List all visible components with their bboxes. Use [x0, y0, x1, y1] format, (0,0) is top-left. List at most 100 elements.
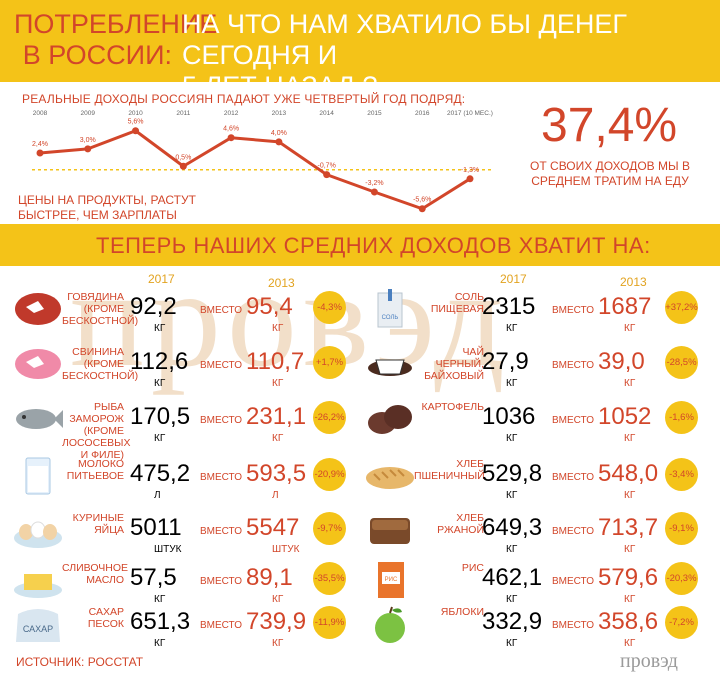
year-2017-right: 2017: [500, 272, 527, 286]
item-name: СВИНИНА (КРОМЕ БЕСКОСТНОЙ): [62, 346, 139, 382]
unit-2017: КГ: [506, 433, 518, 444]
vmesto-label: ВМЕСТО: [200, 360, 242, 371]
vmesto-label: ВМЕСТО: [200, 472, 242, 483]
rye-bread-icon: [364, 510, 416, 550]
chart-year-label: 2014: [319, 110, 334, 117]
butter-icon: [12, 560, 64, 600]
unit-2017: КГ: [154, 638, 166, 649]
svg-text:РИС: РИС: [385, 577, 398, 583]
pork-icon: [12, 344, 64, 384]
value-2017: 2315: [482, 293, 536, 320]
year-2017-left: 2017: [148, 272, 175, 286]
unit-2013: КГ: [272, 638, 284, 649]
item-name: КУРИНЫЕ ЯЙЦА: [72, 512, 124, 536]
chart-year-label: 2008: [33, 110, 48, 117]
value-2013: 579,6: [598, 564, 659, 591]
unit-2017: КГ: [154, 323, 166, 334]
item-name: ЧАЙ ЧЕРНЫЙ, БАЙХОВЫЙ: [424, 346, 484, 382]
unit-2013: ШТУК: [272, 544, 300, 555]
unit-2013: Л: [272, 490, 279, 501]
vmesto-label: ВМЕСТО: [200, 620, 242, 631]
header-title-right: НА ЧТО НАМ ХВАТИЛО БЫ ДЕНЕГ СЕГОДНЯ И 5 …: [182, 9, 720, 102]
header-right-line2: 5 ЛЕТ НАЗАД ?: [182, 71, 378, 101]
chart-value-label: 5,6%: [128, 119, 144, 126]
chart-point: [36, 149, 44, 157]
chart-value-label: -5,6%: [413, 197, 431, 204]
chart-point: [323, 171, 331, 179]
unit-2013: КГ: [624, 490, 636, 501]
vmesto-label: ВМЕСТО: [552, 360, 594, 371]
change-badge: -7,2%: [665, 606, 698, 639]
svg-text:САХАР: САХАР: [23, 624, 53, 634]
change-badge: -11,9%: [313, 606, 346, 639]
beef-icon: [12, 289, 64, 329]
watermark-logo: провэд: [70, 241, 512, 396]
value-2017: 57,5: [130, 564, 177, 591]
value-2013: 1052: [598, 403, 652, 430]
chart-value-label: -0,7%: [318, 163, 336, 170]
chart-title: РЕАЛЬНЫЕ ДОХОДЫ РОССИЯН ПАДАЮТ УЖЕ ЧЕТВЕ…: [22, 92, 466, 106]
unit-2017: КГ: [506, 638, 518, 649]
header-right-line1: НА ЧТО НАМ ХВАТИЛО БЫ ДЕНЕГ СЕГОДНЯ И: [182, 9, 627, 70]
vmesto-label: ВМЕСТО: [552, 576, 594, 587]
income-line-chart: 2008 2009 2010 2011 2012 2013 2014 2015 2016 2017…: [32, 110, 494, 213]
chart-year-label: 2009: [81, 110, 96, 117]
item-name: СЛИВОЧНОЕ МАСЛО: [62, 562, 129, 586]
vmesto-label: ВМЕСТО: [552, 305, 594, 316]
unit-2013: КГ: [272, 378, 284, 389]
value-2013: 358,6: [598, 608, 659, 635]
value-2013: 5547: [246, 514, 300, 541]
unit-2013: КГ: [272, 323, 284, 334]
change-badge: +37,2%: [665, 291, 698, 324]
item-name: ХЛЕБ РЖАНОЙ: [437, 512, 484, 536]
unit-2013: КГ: [624, 378, 636, 389]
vmesto-label: ВМЕСТО: [200, 415, 242, 426]
sugar-bag-icon: САХАР: [12, 604, 64, 644]
eggs-icon: [12, 510, 64, 550]
item-name: МОЛОКО ПИТЬЕВОЕ: [66, 458, 124, 482]
unit-2013: КГ: [624, 433, 636, 444]
header-left-line1: ПОТРЕБЛЕНИЕ: [14, 9, 218, 39]
value-2017: 170,5: [130, 403, 191, 430]
change-badge: -1,6%: [665, 401, 698, 434]
change-badge: -9,7%: [313, 512, 346, 545]
chart-point: [227, 134, 235, 142]
value-2017: 529,8: [482, 460, 543, 487]
chart-point: [84, 145, 92, 153]
unit-2013: КГ: [624, 638, 636, 649]
item-name: КАРТОФЕЛЬ: [421, 401, 484, 413]
vmesto-label: ВМЕСТО: [200, 305, 242, 316]
change-badge: -20,9%: [313, 458, 346, 491]
value-2013: 713,7: [598, 514, 659, 541]
prices-note: ЦЕНЫ НА ПРОДУКТЫ, РАСТУТ БЫСТРЕЕ, ЧЕМ ЗА…: [18, 193, 196, 222]
svg-text:СОЛЬ: СОЛЬ: [382, 315, 399, 321]
chart-value-label: 2,4%: [32, 141, 48, 148]
chart-year-label: 2010: [128, 110, 143, 117]
value-2013: 548,0: [598, 460, 659, 487]
change-badge: -28,5%: [665, 346, 698, 379]
source-note: ИСТОЧНИК: РОССТАТ: [16, 655, 144, 669]
unit-2017: Л: [154, 490, 161, 501]
item-name: ГОВЯДИНА (КРОМЕ БЕСКОСТНОЙ): [62, 291, 139, 327]
chart-series-line: [39, 129, 471, 211]
chart-year-label: 2013: [272, 110, 287, 117]
value-2013: 739,9: [246, 608, 307, 635]
chart-year-label: 2012: [224, 110, 239, 117]
change-badge: -9,1%: [665, 512, 698, 545]
value-2013: 89,1: [246, 564, 293, 591]
value-2017: 112,6: [130, 348, 189, 375]
item-name: САХАР ПЕСОК: [87, 606, 124, 630]
chart-year-label: 2017 (10 МЕС.): [447, 110, 493, 117]
milk-glass-icon: [12, 456, 64, 496]
apple-icon: [364, 604, 416, 644]
banner-text: ТЕПЕРЬ НАШИХ СРЕДНИХ ДОХОДОВ ХВАТИТ НА:: [96, 233, 651, 258]
food-share-note: ОТ СВОИХ ДОХОДОВ МЫ В СРЕДНЕМ ТРАТИМ НА …: [530, 159, 690, 188]
chart-point: [179, 162, 187, 170]
white-bread-icon: [364, 456, 416, 496]
item-name: СОЛЬ ПИЩЕВАЯ: [430, 291, 484, 315]
change-badge: -35,5%: [313, 562, 346, 595]
food-share-percent: 37,4%: [541, 99, 678, 152]
change-badge: -26,2%: [313, 401, 346, 434]
chart-value-label: 4,0%: [271, 130, 287, 137]
value-2017: 92,2: [130, 293, 177, 320]
